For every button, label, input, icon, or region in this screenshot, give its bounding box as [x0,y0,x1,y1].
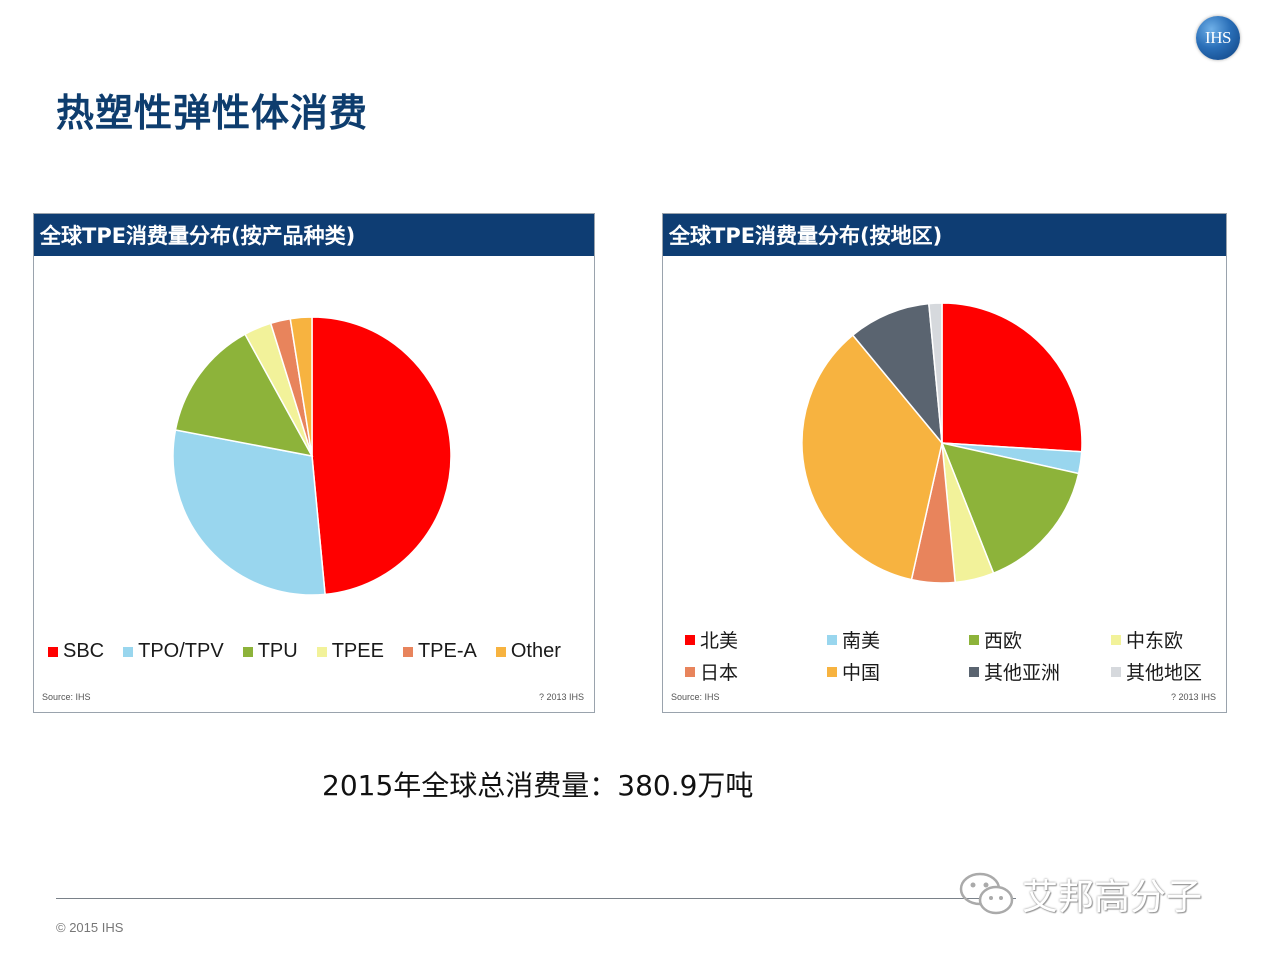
total-consumption-text: 2015年全球总消费量：380.9万吨 [322,769,754,802]
product-legend-swatch-3 [316,646,327,657]
region-legend-item-0: 北美 [685,626,827,653]
region-legend-item-5: 中国 [827,658,969,685]
region-slice-7 [928,302,943,444]
region-legend-item-4: 日本 [685,658,827,685]
region-pie-chart [801,302,1083,584]
region-legend-item-7: 其他地区 [1111,658,1231,685]
region-chart-source: Source: IHS [671,692,720,702]
product-pie-chart [172,316,452,596]
region-legend-label-6: 其他亚洲 [984,662,1061,684]
page-title: 热塑性弹性体消费 [56,91,369,135]
product-chart-source: Source: IHS [42,692,91,702]
region-legend-swatch-0 [685,634,695,645]
region-legend-swatch-2 [969,634,979,645]
region-legend-swatch-1 [827,634,837,645]
product-legend-swatch-5 [495,646,506,657]
region-legend-item-3: 中东欧 [1111,626,1231,653]
product-slice-1 [172,429,326,596]
product-legend-swatch-4 [402,646,413,657]
product-legend-label-2: TPU [257,640,298,662]
region-legend-label-1: 南美 [842,630,881,652]
region-chart-title: 全球TPE消费量分布(按地区) [663,214,1226,256]
product-slice-0 [311,316,452,596]
ihs-logo-text: IHS [1205,28,1231,47]
product-legend-item-2: TPU [242,640,298,663]
region-legend-swatch-3 [1111,634,1121,645]
region-legend-label-5: 中国 [842,662,881,684]
region-legend-swatch-5 [827,666,837,677]
product-slice-2 [174,333,314,458]
product-legend-label-0: SBC [63,640,105,662]
region-slice-0 [941,302,1083,453]
region-legend-swatch-4 [685,666,695,677]
product-legend-item-3: TPEE [316,640,384,663]
product-legend-item-4: TPE-A [402,640,477,663]
ihs-logo: IHS [1196,16,1240,60]
region-legend-item-2: 西欧 [969,626,1111,653]
region-legend-label-3: 中东欧 [1126,630,1184,652]
region-chart-copyright: ? 2013 IHS [1170,692,1216,702]
product-legend-label-5: Other [510,640,561,662]
footer-divider [56,898,1016,899]
watermark-text: 艾邦高分子 [1022,877,1203,918]
region-legend-label-4: 日本 [700,662,739,684]
region-slice-2 [940,441,1080,575]
product-legend-item-5: Other [495,640,561,663]
region-legend-label-7: 其他地区 [1126,662,1203,684]
wechat-icon [959,872,1014,915]
region-slice-5 [801,334,943,581]
product-legend-item-1: TPO/TPV [123,640,224,663]
product-chart-copyright: ? 2013 IHS [538,692,584,702]
product-slice-5 [289,316,313,457]
footer-copyright: © 2015 IHS [56,920,124,935]
region-chart-panel: 全球TPE消费量分布(按地区) 北美 南美 西欧 中东欧日本 中国 其他亚洲 其他地区 So… [662,213,1227,713]
product-legend-label-3: TPEE [331,640,384,662]
region-legend-swatch-6 [969,666,979,677]
product-legend-label-1: TPO/TPV [138,640,224,662]
product-chart-panel: 全球TPE消费量分布(按产品种类) SBC TPO/TPV TPU TPEE TPE-A… [33,213,595,713]
region-legend-item-1: 南美 [827,626,969,653]
product-chart-legend: SBC TPO/TPV TPU TPEE TPE-A Other [48,640,580,663]
product-legend-item-0: SBC [48,640,104,663]
region-slice-6 [851,302,943,446]
product-legend-swatch-0 [48,646,58,657]
product-chart-title: 全球TPE消费量分布(按产品种类) [34,214,594,256]
region-legend-label-2: 西欧 [984,630,1023,652]
product-legend-swatch-2 [242,646,253,657]
product-legend-label-4: TPE-A [417,640,477,662]
region-legend-label-0: 北美 [700,630,739,652]
region-legend-swatch-7 [1111,666,1121,677]
region-legend-item-6: 其他亚洲 [969,658,1111,685]
region-chart-legend: 北美 南美 西欧 中东欧日本 中国 其他亚洲 其他地区 [685,626,1231,685]
product-legend-swatch-1 [123,646,134,657]
wechat-watermark: 艾邦高分子 [958,868,1202,920]
